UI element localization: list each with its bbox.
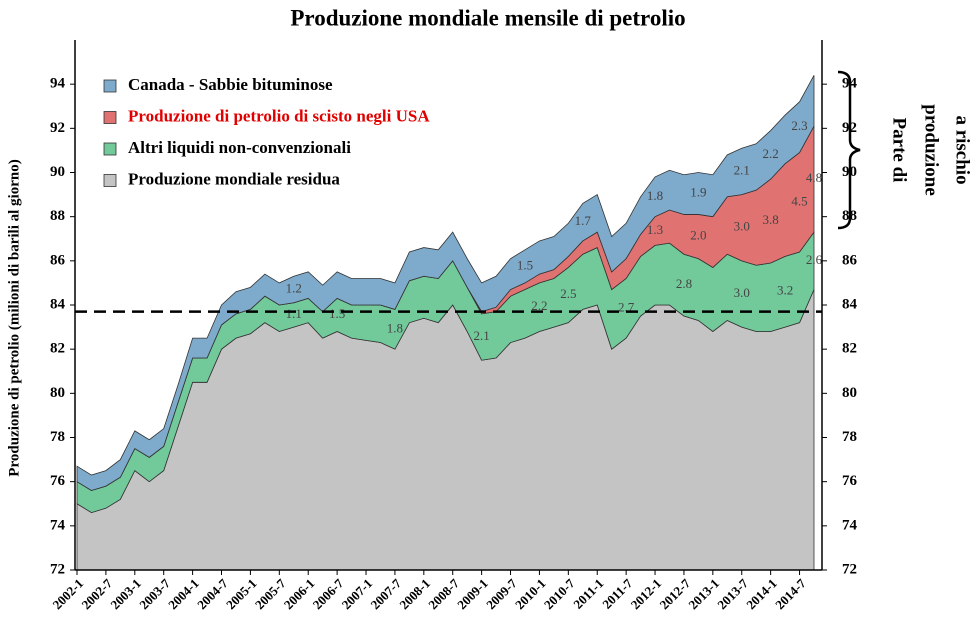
y-tick-label: 86 bbox=[50, 252, 66, 268]
value-label: 2.1 bbox=[474, 328, 490, 343]
value-label: 1.8 bbox=[387, 320, 403, 335]
value-label: 1.8 bbox=[647, 188, 663, 203]
y-tick-label: 94 bbox=[50, 76, 66, 92]
value-label: 2.1 bbox=[734, 162, 750, 177]
value-label: 3.2 bbox=[777, 283, 793, 298]
y2-tick-label: 78 bbox=[842, 429, 857, 445]
area bbox=[76, 75, 815, 491]
legend-swatch bbox=[103, 111, 117, 124]
y2-tick-label: 92 bbox=[842, 120, 857, 136]
value-label: 1.7 bbox=[575, 213, 592, 228]
legend-swatch bbox=[103, 79, 117, 93]
y-tick-label: 74 bbox=[50, 517, 66, 533]
value-label: 2.2 bbox=[531, 298, 547, 313]
legend-swatch bbox=[103, 142, 117, 156]
y-tick-label: 90 bbox=[50, 164, 65, 180]
y2-tick-label: 94 bbox=[842, 76, 858, 92]
legend-label: Canada - Sabbie bituminose bbox=[128, 75, 333, 94]
y2-tick-label: 88 bbox=[842, 208, 857, 224]
y-tick-label: 84 bbox=[50, 296, 66, 312]
annotation: produzione bbox=[921, 104, 942, 196]
legend-label: Produzione di petrolio di scisto negli U… bbox=[128, 106, 430, 125]
y2-tick-label: 82 bbox=[842, 341, 857, 357]
y2-tick-label: 72 bbox=[842, 561, 857, 577]
value-label: 3.8 bbox=[763, 212, 779, 227]
value-label: 2.3 bbox=[791, 118, 807, 133]
value-label: 2.6 bbox=[806, 252, 823, 267]
legend-label: Altri liquidi non-convenzionali bbox=[128, 138, 351, 157]
value-label: 2.0 bbox=[690, 228, 706, 243]
value-label: 3.0 bbox=[734, 285, 750, 300]
y-tick-label: 80 bbox=[50, 385, 65, 401]
value-label: 2.8 bbox=[676, 276, 692, 291]
y-tick-label: 78 bbox=[50, 429, 65, 445]
y2-tick-label: 90 bbox=[842, 164, 857, 180]
y2-tick-label: 80 bbox=[842, 385, 857, 401]
value-label: 1.3 bbox=[647, 222, 663, 237]
value-label: 4.5 bbox=[791, 193, 807, 208]
y2-tick-label: 84 bbox=[842, 296, 858, 312]
value-label: 1.1 bbox=[286, 306, 302, 321]
value-label: 1.5 bbox=[517, 257, 533, 272]
value-label: 1.5 bbox=[329, 306, 345, 321]
y-tick-label: 76 bbox=[50, 473, 66, 489]
annotation: a rischio bbox=[952, 115, 973, 184]
y2-tick-label: 74 bbox=[842, 517, 858, 533]
value-label: 4.8 bbox=[806, 170, 822, 185]
value-label: 2.2 bbox=[763, 146, 779, 161]
y-tick-label: 72 bbox=[50, 561, 65, 577]
legend-label: Produzione mondiale residua bbox=[128, 169, 340, 188]
chart-title: Produzione mondiale mensile di petrolio bbox=[290, 5, 685, 30]
y-tick-label: 82 bbox=[50, 341, 65, 357]
y-tick-label: 88 bbox=[50, 208, 65, 224]
y-tick-label: 92 bbox=[50, 120, 65, 136]
y2-tick-label: 86 bbox=[842, 252, 858, 268]
value-label: 2.5 bbox=[560, 286, 576, 301]
bracket bbox=[837, 70, 861, 230]
y2-tick-label: 76 bbox=[842, 473, 858, 489]
legend-swatch bbox=[103, 174, 117, 187]
value-label: 3.0 bbox=[734, 219, 750, 234]
value-label: 1.9 bbox=[690, 184, 706, 199]
value-label: 1.2 bbox=[286, 281, 302, 296]
y-axis-label: Produzione di petrolio (milioni di baril… bbox=[6, 159, 22, 476]
annotation: Parte di bbox=[889, 118, 910, 183]
